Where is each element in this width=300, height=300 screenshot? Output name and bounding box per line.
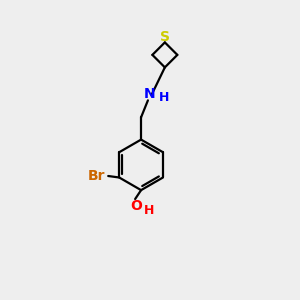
Text: N: N	[144, 87, 156, 101]
Text: S: S	[160, 30, 170, 44]
Text: Br: Br	[88, 169, 106, 183]
Text: H: H	[159, 92, 169, 104]
Text: H: H	[144, 204, 154, 218]
Text: O: O	[130, 199, 142, 213]
